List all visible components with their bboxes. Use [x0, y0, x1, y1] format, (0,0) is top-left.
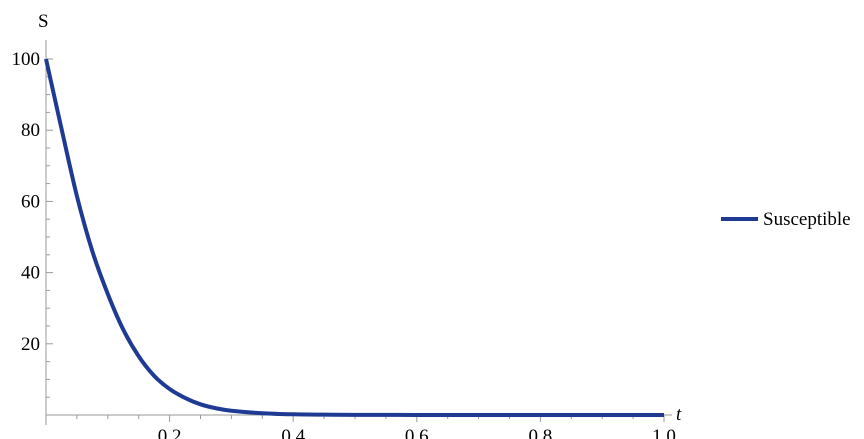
x-tick-label: 0.2 — [158, 426, 182, 439]
axes — [45, 40, 672, 425]
x-axis-label: t — [676, 404, 682, 425]
y-tick-label: 80 — [21, 120, 40, 141]
y-tick-label: 20 — [21, 334, 40, 355]
series-layer — [44, 58, 664, 418]
x-tick-label: 0.8 — [529, 426, 553, 439]
legend: Susceptible — [721, 209, 851, 230]
x-tick-label: 0.6 — [405, 426, 429, 439]
x-tick-label: 0.4 — [281, 426, 305, 439]
x-tick-label: 1.0 — [652, 426, 676, 439]
y-tick-label: 40 — [21, 263, 40, 284]
series-line-susceptible — [44, 58, 664, 418]
y-axis-label: S — [38, 11, 49, 32]
y-tick-label: 60 — [21, 191, 40, 212]
legend-label: Susceptible — [763, 209, 851, 230]
ticks: 0.2 0.4 0.6 0.8 1.0 20 40 60 80 100 — [12, 49, 676, 439]
y-tick-label: 100 — [12, 49, 41, 70]
